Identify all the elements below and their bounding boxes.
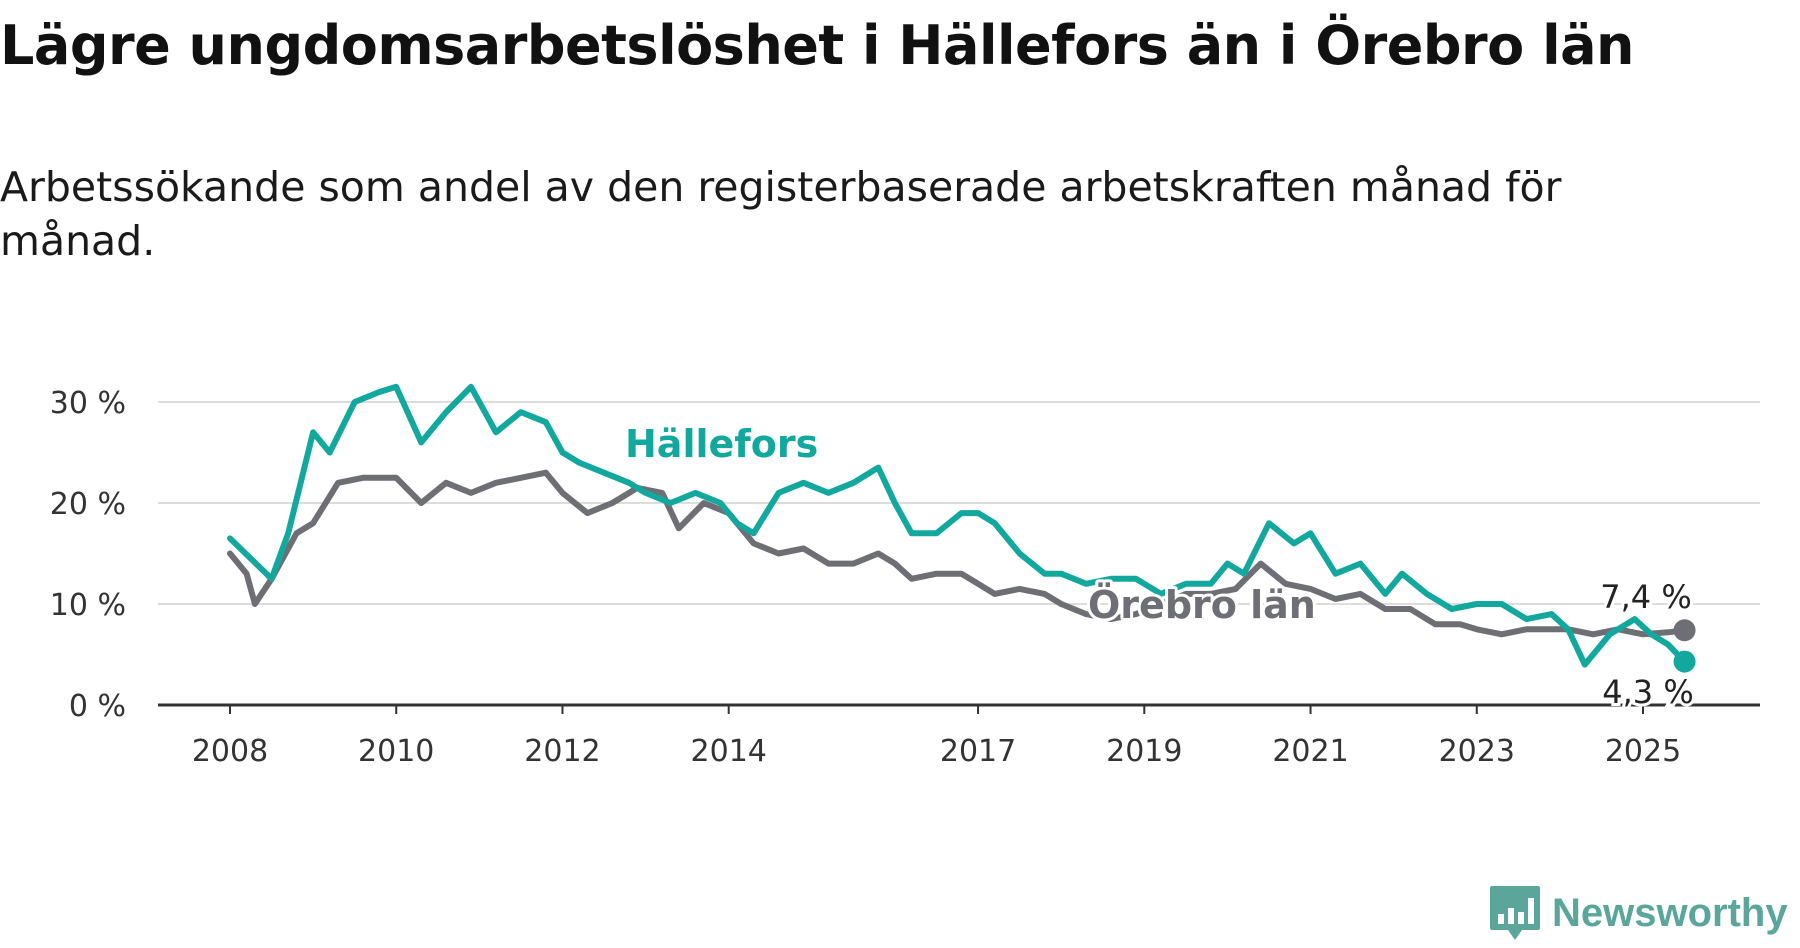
x-tick-label: 2025 bbox=[1605, 734, 1681, 769]
newsworthy-logo-icon bbox=[1490, 886, 1540, 940]
x-tick-label: 2014 bbox=[691, 734, 767, 769]
hallefors-series-label: Hällefors bbox=[625, 422, 818, 466]
orebro-end-value-label: 7,4 % bbox=[1600, 578, 1691, 616]
x-tick-label: 2017 bbox=[940, 734, 1016, 769]
orebro-line bbox=[227, 469, 1688, 638]
x-axis-ticks: 2008 2010 2012 2014 2017 2019 2021 2023 2025 bbox=[192, 705, 1681, 769]
chart-title: Lägre ungdomsarbetslöshet i Hällefors än… bbox=[0, 14, 1634, 77]
x-tick-label: 2019 bbox=[1106, 734, 1182, 769]
y-tick-label: 30 % bbox=[50, 386, 126, 421]
x-tick-label: 2008 bbox=[192, 734, 268, 769]
orebro-series-label: Örebro län bbox=[1088, 583, 1316, 627]
orebro-end-point bbox=[1673, 619, 1696, 642]
series-lines bbox=[227, 383, 1696, 673]
x-tick-label: 2012 bbox=[524, 734, 600, 769]
y-tick-label: 10 % bbox=[50, 588, 126, 623]
y-tick-label: 20 % bbox=[50, 487, 126, 522]
grid-lines bbox=[158, 401, 1760, 707]
hallefors-end-value-label: 4,3 % bbox=[1602, 673, 1693, 711]
series-labels: Hällefors Örebro län 7,4 % 4,3 % bbox=[622, 419, 1697, 714]
y-tick-label: 0 % bbox=[69, 689, 126, 724]
chart-subtitle: Arbetssökande som andel av den registerb… bbox=[0, 163, 1562, 265]
x-tick-label: 2021 bbox=[1272, 734, 1348, 769]
x-tick-label: 2023 bbox=[1439, 734, 1515, 769]
newsworthy-logo: Newsworthy bbox=[1488, 884, 1788, 942]
hallefors-end-point bbox=[1673, 650, 1696, 673]
y-axis-ticks: 0 % 10 % 20 % 30 % bbox=[50, 386, 126, 724]
x-tick-label: 2010 bbox=[358, 734, 434, 769]
hallefors-line bbox=[227, 383, 1688, 668]
newsworthy-logo-text: Newsworthy bbox=[1552, 890, 1788, 935]
